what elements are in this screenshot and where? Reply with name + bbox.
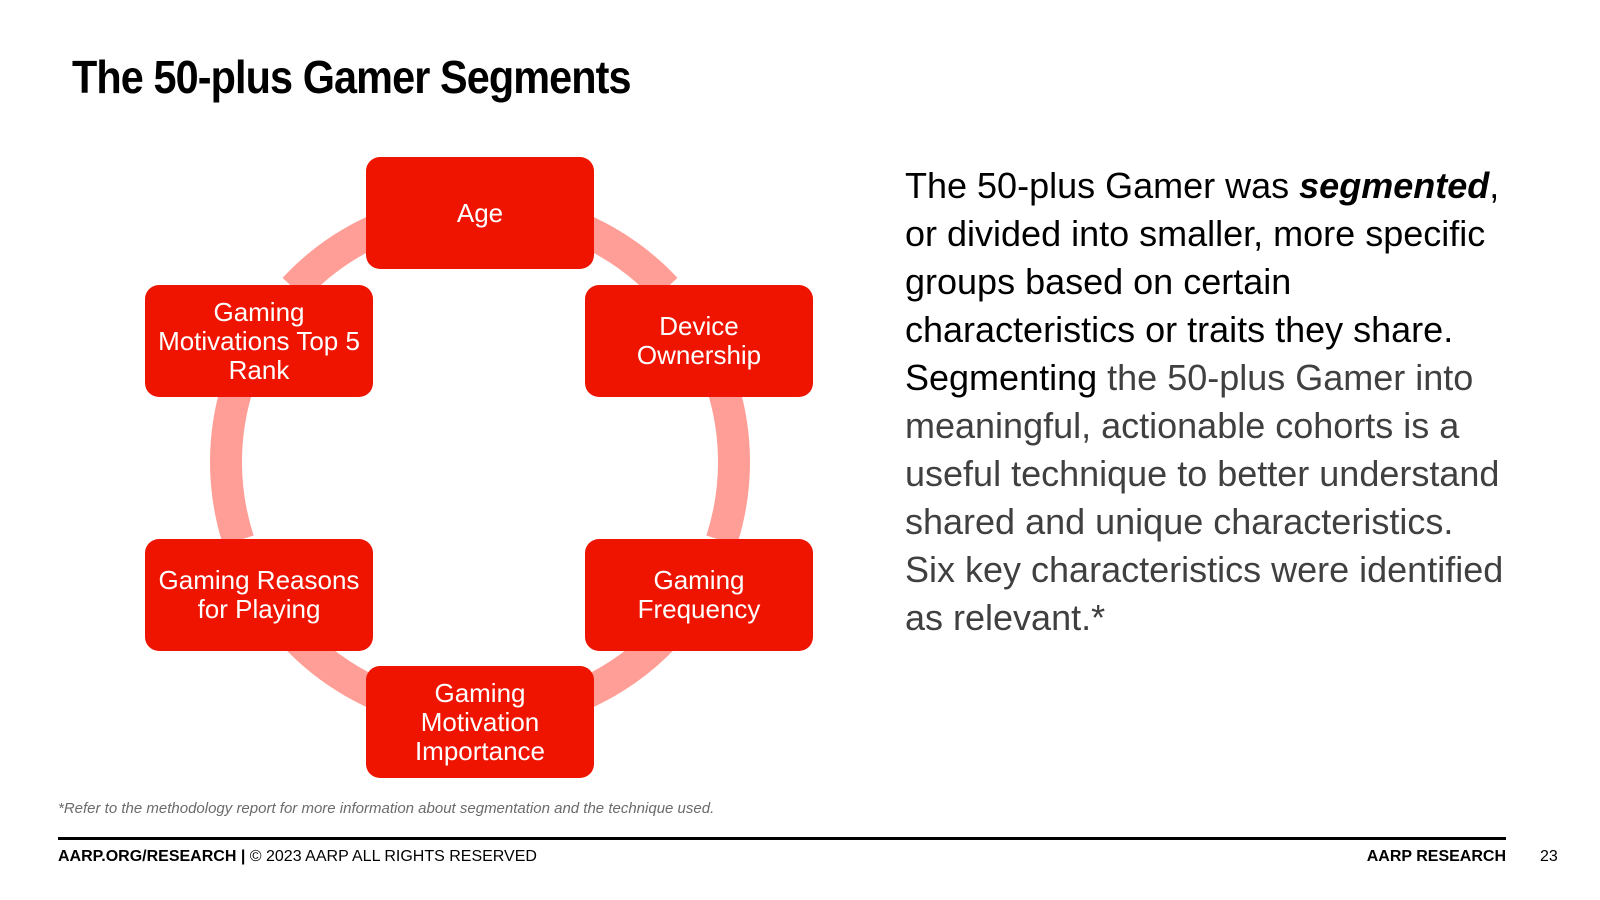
cycle-arc-2 [706,378,750,546]
emphasis-segmented: segmented [1299,165,1490,206]
paragraph-six-characteristics: Six key characteristics were identified … [905,549,1504,638]
node-device-ownership: Device Ownership [585,285,813,397]
page-number: 23 [1540,848,1558,865]
node-gaming-frequency: Gaming Frequency [585,539,813,651]
paragraph-segmenting: Segmenting the 50-plus Gamer into meanin… [905,357,1500,542]
node-gaming-reasons-for-playing: Gaming Reasons for Playing [145,539,373,651]
paragraph-segmented: The 50-plus Gamer was segmented, or divi… [905,165,1500,350]
footer-copyright: AARP.ORG/RESEARCH | © 2023 AARP ALL RIGH… [58,848,537,865]
node-gaming-motivations-top-5-rank: Gaming Motivations Top 5 Rank [145,285,373,397]
footer-brand: AARP RESEARCH [1366,848,1506,865]
node-gaming-motivation-importance: Gaming Motivation Importance [366,666,594,778]
cycle-arc-5 [210,378,254,546]
footer-divider [58,837,1506,840]
description-text: The 50-plus Gamer was segmented, or divi… [905,162,1525,642]
node-age: Age [366,157,594,269]
footnote: *Refer to the methodology report for mor… [58,800,715,817]
slide-title: The 50-plus Gamer Segments [72,51,632,103]
footer-site-link[interactable]: AARP.ORG/RESEARCH | [58,848,246,865]
